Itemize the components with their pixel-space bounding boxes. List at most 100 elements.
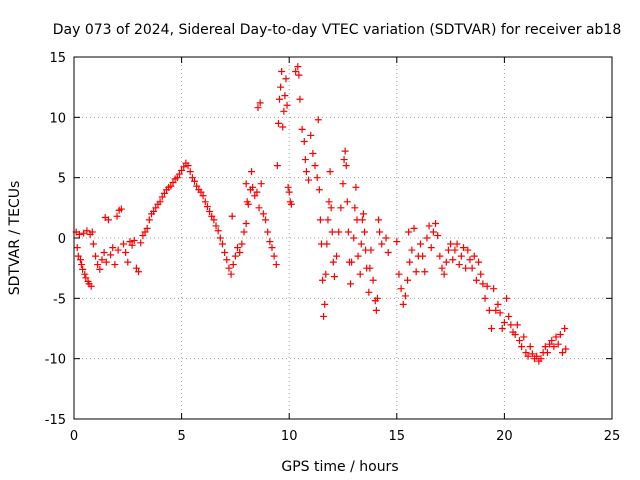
data-point [285,188,293,196]
data-point [197,188,205,196]
data-point [533,352,541,360]
data-point [462,264,470,272]
data-point [282,75,290,83]
data-point [132,264,140,272]
data-point [305,176,313,184]
data-point [313,174,321,182]
data-point [81,270,89,278]
data-point [419,252,427,260]
data-point [477,270,485,278]
data-point [301,156,309,164]
data-point [333,252,341,260]
data-point [543,349,551,357]
data-point [376,228,384,236]
data-point [395,270,403,278]
data-point [466,256,474,264]
data-point [83,227,91,235]
data-point [340,156,348,164]
data-point [554,340,562,348]
data-point [354,252,362,260]
data-point [156,198,164,206]
data-point [447,240,455,248]
data-point [329,258,337,266]
data-point [141,228,149,236]
data-point [87,282,95,290]
data-point [314,116,322,124]
data-point [277,83,285,91]
data-point [229,261,237,269]
data-point [500,318,508,326]
data-point [479,280,487,288]
data-point [244,200,252,208]
data-point [490,285,498,293]
data-point [167,182,175,190]
y-tick-label: 15 [49,51,66,66]
data-point [251,192,259,200]
data-point [361,228,369,236]
data-point [292,67,300,75]
data-point [212,222,220,230]
data-point [526,343,534,351]
data-point [372,306,380,314]
data-point [92,252,100,260]
data-point [357,240,365,248]
data-point [218,240,226,248]
data-point [520,333,528,341]
data-point [73,244,81,252]
data-point [327,204,335,212]
data-point [397,285,405,293]
data-point [475,258,483,266]
data-point [348,258,356,266]
data-point [528,350,536,358]
data-point [242,180,250,188]
data-point [206,207,214,215]
data-point [79,265,87,273]
data-point [201,198,209,206]
data-point [444,246,452,254]
data-point [562,345,570,353]
data-point [494,300,502,308]
data-point [96,265,104,273]
data-point [126,238,134,246]
data-point [498,325,506,332]
data-point [124,258,132,266]
data-point [559,349,567,357]
data-point [287,200,295,208]
data-point [128,241,136,249]
data-point [253,188,261,196]
data-point [208,212,216,220]
x-tick-label: 5 [177,429,185,444]
data-point [273,162,281,170]
data-point [412,268,420,276]
data-point [404,276,412,284]
data-point [240,228,248,236]
y-tick-label: -15 [45,413,66,428]
y-tick-label: 5 [58,172,66,187]
data-point [262,216,270,224]
data-point [537,355,545,363]
data-point [257,180,265,188]
data-point [158,193,166,201]
data-point [152,204,160,212]
data-point [365,288,373,296]
data-point [382,234,390,242]
data-point [378,240,386,248]
data-point [552,333,560,341]
data-point [550,343,558,351]
data-point [188,174,196,182]
data-point [406,258,414,266]
data-point [119,240,127,248]
data-point [457,252,465,260]
data-point [421,268,429,276]
data-point [375,216,383,224]
data-point [522,349,530,357]
data-point [203,203,211,211]
data-point [82,274,90,282]
data-point [98,256,106,264]
data-point [352,183,360,191]
data-point [311,162,319,170]
data-point [330,273,338,281]
data-point [143,224,151,232]
data-point [315,186,323,194]
x-tick-label: 0 [70,429,78,444]
